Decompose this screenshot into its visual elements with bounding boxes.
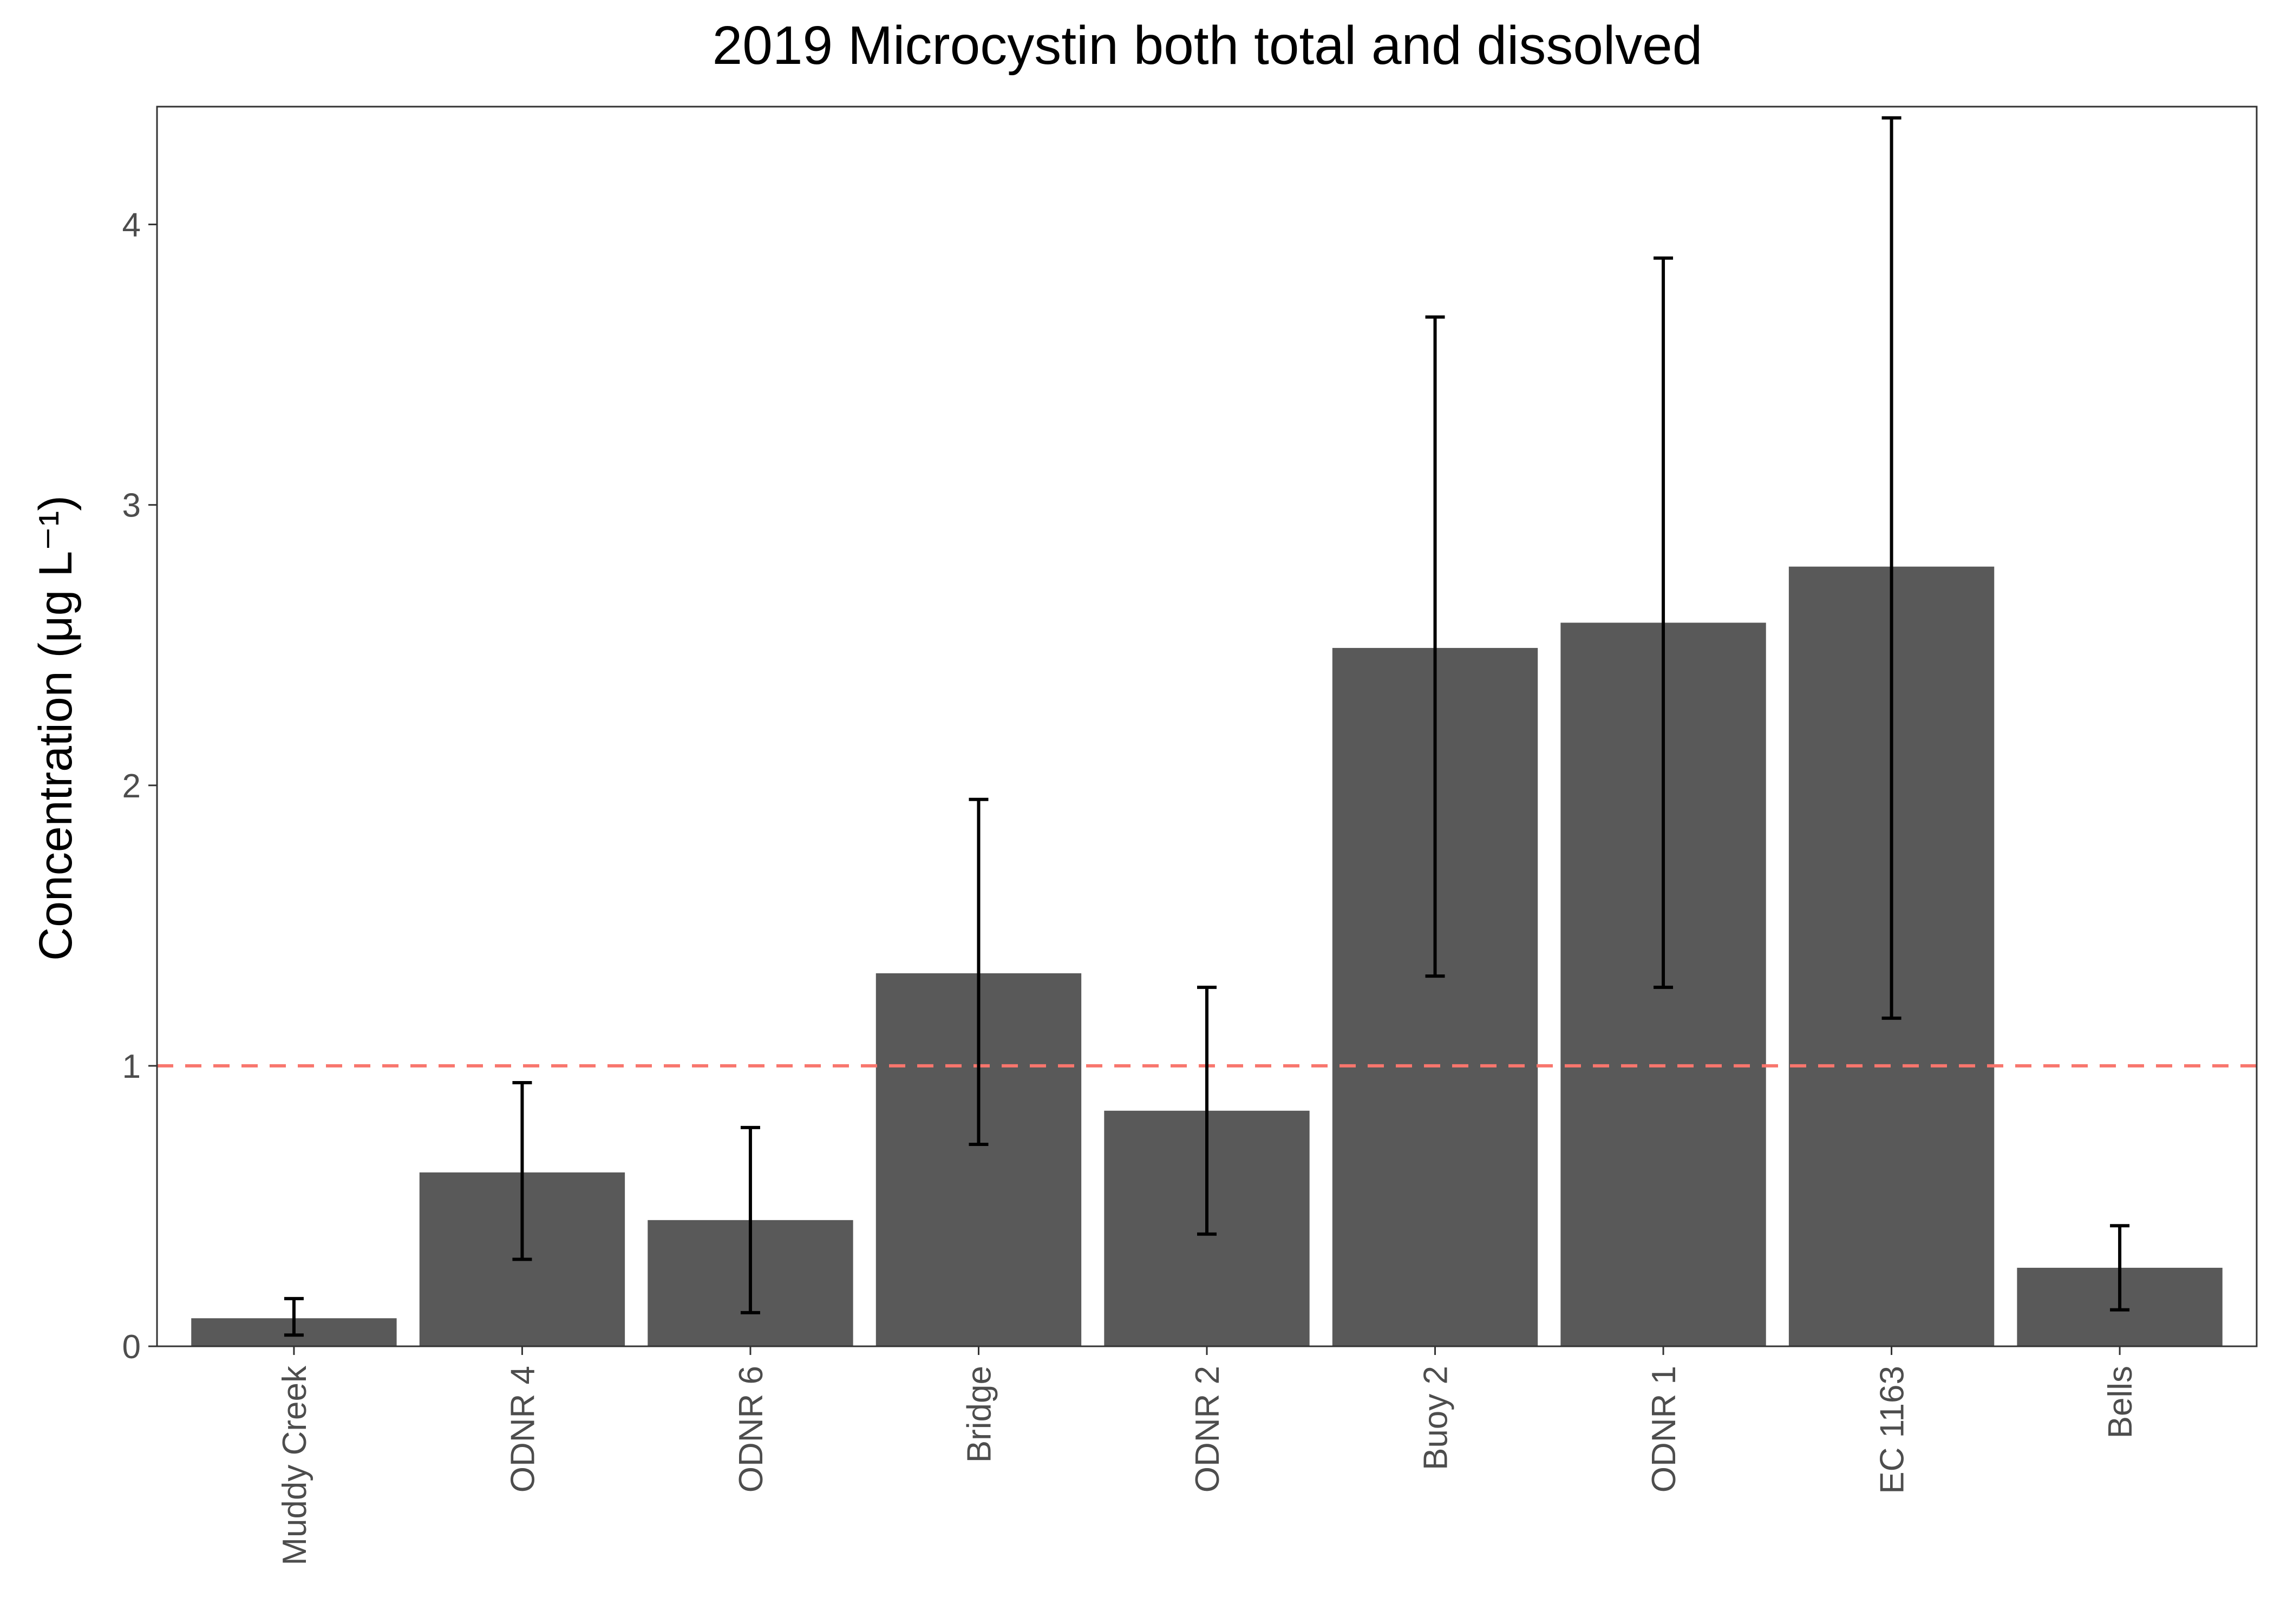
y-tick-label: 0 xyxy=(122,1328,141,1366)
y-tick-label: 1 xyxy=(122,1048,141,1085)
x-tick-label: Bells xyxy=(2102,1366,2139,1438)
x-tick-label: EC 1163 xyxy=(1874,1366,1911,1494)
x-tick-label: Bridge xyxy=(960,1366,998,1463)
y-tick-label: 3 xyxy=(122,487,141,525)
x-tick-label: ODNR 6 xyxy=(733,1366,770,1492)
y-axis-title: Concentration (μg L⁻¹) xyxy=(30,495,82,961)
plot-area: 0 1 2 3 4 Muddy Creek ODNR 4 ODNR 6 Bridge ODNR 2… xyxy=(122,116,2257,1566)
x-tick-label: ODNR 2 xyxy=(1189,1366,1226,1492)
chart-title: 2019 Microcystin both total and dissolve… xyxy=(713,15,1703,76)
y-tick-label: 2 xyxy=(122,768,141,805)
y-tick-label: 4 xyxy=(122,207,141,244)
x-tick-label: Buoy 2 xyxy=(1417,1366,1455,1470)
plot-border xyxy=(156,106,2258,1347)
x-tick-label: Muddy Creek xyxy=(276,1365,313,1566)
x-tick-label: ODNR 4 xyxy=(504,1366,541,1492)
x-tick-label: ODNR 1 xyxy=(1645,1366,1683,1492)
